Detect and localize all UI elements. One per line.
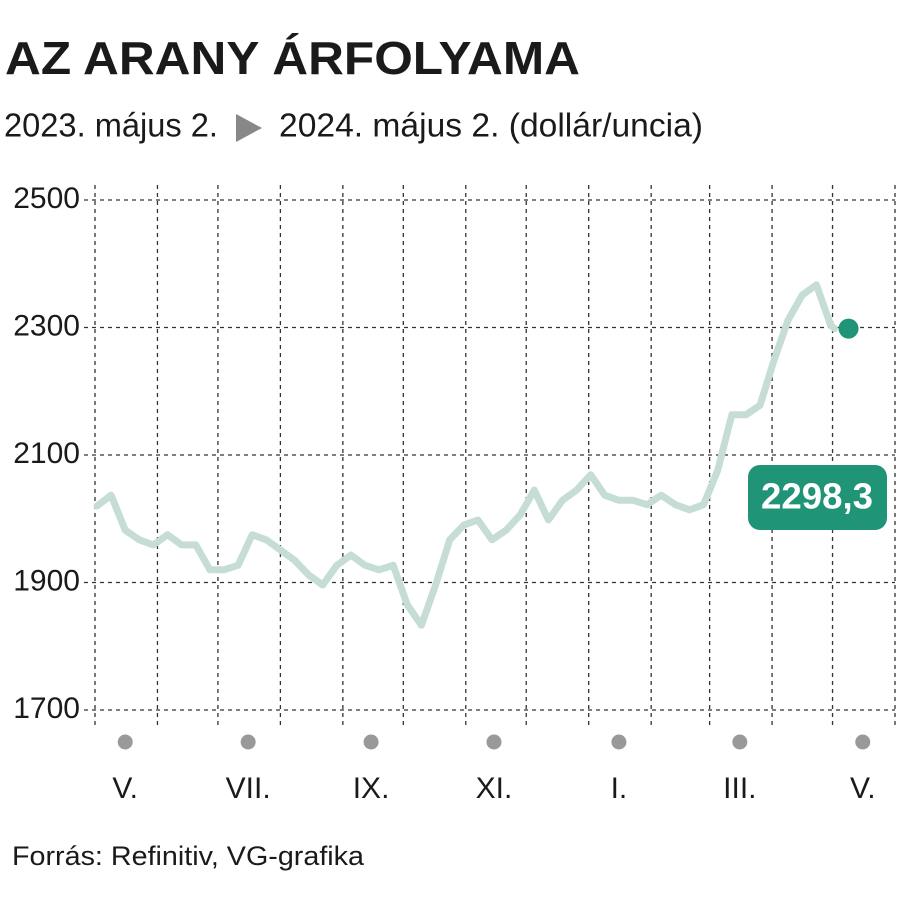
x-tick-label: I.	[611, 772, 628, 805]
x-tick-label: V.	[850, 772, 876, 805]
x-tick-label: III.	[723, 772, 756, 805]
y-tick-label: 2300	[13, 309, 80, 342]
subtitle-end: 2024. május 2. (dollár/uncia)	[279, 107, 703, 144]
x-tick-label: V.	[112, 772, 138, 805]
arrow-icon	[236, 114, 262, 142]
x-tick-dot	[611, 734, 627, 750]
x-tick-label: VII.	[226, 772, 271, 805]
value-badge	[748, 465, 887, 530]
grid: 1700 1900 2100 2300 2500 V. VII. IX. XI. I. III. V.	[13, 182, 896, 805]
x-tick-dot	[855, 734, 871, 750]
value-label: 2298,3	[761, 476, 873, 517]
last-point	[838, 318, 859, 339]
y-tick-label: 1900	[13, 564, 80, 597]
y-tick-label: 2100	[13, 437, 80, 470]
y-tick-label: 2500	[13, 182, 80, 215]
x-tick-dot	[117, 734, 133, 750]
x-tick-label: XI.	[476, 772, 513, 805]
y-tick-label: 1700	[13, 692, 80, 725]
x-tick-dot	[240, 734, 256, 750]
chart-title: AZ ARANY ÁRFOLYAMA	[5, 32, 580, 84]
plot: 2298,3	[93, 281, 887, 629]
subtitle-start: 2023. május 2.	[4, 107, 218, 144]
x-tick-dot	[363, 734, 379, 750]
price-line	[93, 281, 838, 629]
x-tick-dot	[732, 734, 748, 750]
source: Forrás: Refinitiv, VG-grafika	[12, 841, 365, 871]
x-tick-label: IX.	[353, 772, 390, 805]
x-tick-dot	[486, 734, 502, 750]
